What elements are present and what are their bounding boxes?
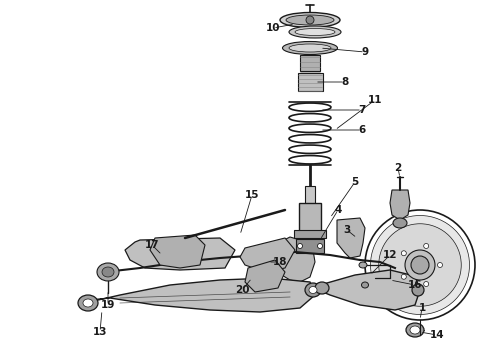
- Text: 8: 8: [342, 77, 348, 87]
- Text: 3: 3: [343, 225, 351, 235]
- Polygon shape: [337, 218, 365, 258]
- Ellipse shape: [370, 216, 469, 315]
- Bar: [299, 203, 321, 233]
- Ellipse shape: [289, 44, 331, 52]
- Bar: [297, 73, 322, 91]
- Polygon shape: [240, 238, 295, 272]
- Text: 13: 13: [93, 327, 107, 337]
- Ellipse shape: [83, 299, 93, 307]
- Text: 11: 11: [368, 95, 382, 105]
- Text: 7: 7: [358, 105, 366, 115]
- Ellipse shape: [411, 256, 429, 274]
- Ellipse shape: [406, 323, 424, 337]
- Text: 2: 2: [394, 163, 402, 173]
- Text: 14: 14: [430, 330, 444, 340]
- Bar: [305, 186, 315, 206]
- Ellipse shape: [280, 13, 340, 27]
- Ellipse shape: [405, 250, 435, 280]
- Text: 19: 19: [101, 300, 115, 310]
- Text: 20: 20: [235, 285, 249, 295]
- Ellipse shape: [401, 274, 406, 279]
- Ellipse shape: [309, 287, 317, 293]
- Text: 1: 1: [418, 303, 426, 313]
- Polygon shape: [390, 190, 410, 220]
- Ellipse shape: [102, 267, 114, 277]
- Ellipse shape: [401, 251, 406, 256]
- Ellipse shape: [438, 262, 442, 267]
- Ellipse shape: [97, 263, 119, 281]
- Polygon shape: [277, 237, 315, 282]
- Ellipse shape: [412, 284, 424, 296]
- Polygon shape: [85, 278, 315, 312]
- Ellipse shape: [78, 295, 98, 311]
- Ellipse shape: [289, 26, 341, 38]
- Text: 10: 10: [266, 23, 280, 33]
- Polygon shape: [150, 235, 205, 268]
- Ellipse shape: [295, 28, 335, 36]
- Text: 4: 4: [334, 205, 342, 215]
- Text: 9: 9: [362, 47, 368, 57]
- Ellipse shape: [424, 282, 429, 287]
- Text: 16: 16: [408, 280, 422, 290]
- Ellipse shape: [306, 16, 314, 24]
- Ellipse shape: [362, 282, 368, 288]
- Ellipse shape: [379, 224, 461, 306]
- Text: 15: 15: [245, 190, 259, 200]
- Bar: [296, 239, 324, 253]
- Text: 5: 5: [351, 177, 359, 187]
- Text: 18: 18: [273, 257, 287, 267]
- Bar: [300, 55, 320, 71]
- Ellipse shape: [305, 283, 321, 297]
- Bar: [294, 230, 326, 238]
- Ellipse shape: [410, 326, 420, 334]
- Text: 6: 6: [358, 125, 366, 135]
- Ellipse shape: [286, 15, 334, 25]
- Ellipse shape: [365, 210, 475, 320]
- Ellipse shape: [424, 243, 429, 248]
- Ellipse shape: [393, 218, 407, 228]
- Ellipse shape: [315, 282, 329, 294]
- Ellipse shape: [297, 243, 302, 248]
- Ellipse shape: [283, 41, 338, 54]
- Polygon shape: [245, 260, 285, 292]
- Polygon shape: [125, 238, 235, 270]
- Text: 17: 17: [145, 240, 159, 250]
- Text: 12: 12: [383, 250, 397, 260]
- Ellipse shape: [359, 262, 367, 268]
- Polygon shape: [318, 270, 420, 310]
- Ellipse shape: [318, 243, 322, 248]
